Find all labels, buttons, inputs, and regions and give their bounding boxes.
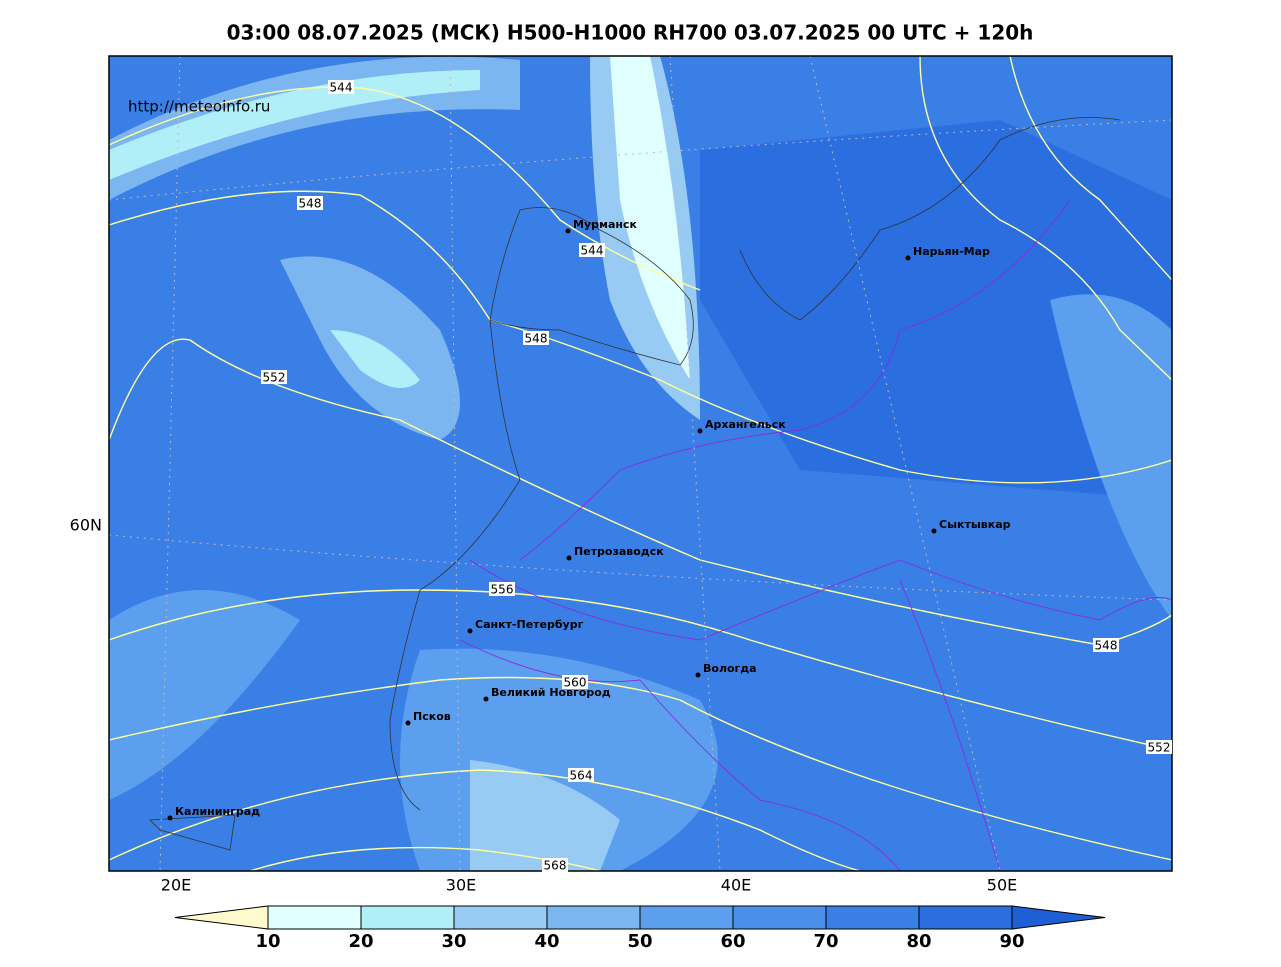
contour-label-bg [297,196,323,210]
city-dot [467,628,473,634]
colorbar: 10 20 30 40 50 60 70 80 90 [174,905,1106,952]
city-dot [483,696,489,702]
contour-labels: 544 544 548 548 552 556 560 564 568 548 552 [261,80,1172,873]
city-label: Санкт-Петербург [475,618,584,631]
contour-label-bg [523,331,549,345]
colorbar-tick-label: 90 [999,931,1024,952]
contour-label-bg [328,80,354,94]
city-label: Петрозаводск [574,545,664,558]
contour-label: 556 [491,583,514,597]
contour-label: 544 [330,81,353,95]
city-label: Сыктывкар [939,518,1011,531]
city-dot [695,672,701,678]
colorbar-segment [453,905,548,930]
city-dot [405,720,411,726]
colorbar-tick-label: 80 [906,931,931,952]
contour-label: 568 [544,859,567,873]
contour-label: 564 [570,769,593,783]
lon-label: 40E [721,876,751,895]
contour-label: 560 [564,676,587,690]
colorbar-tick-label: 70 [813,931,838,952]
colorbar-segment [918,905,1013,930]
city-label: Нарьян-Мар [913,245,990,258]
city-label: Псков [413,710,451,723]
contour-label-bg [579,243,605,257]
city-label: Вологда [703,662,757,675]
city-dot [566,555,572,561]
source-url: http://meteoinfo.ru [128,98,270,116]
city-dot [905,255,911,261]
colorbar-extend-low [174,905,269,930]
contour-label: 548 [1095,639,1118,653]
contour-label-bg [1093,638,1119,652]
map-frame [108,55,1173,872]
contour-label-bg [489,582,515,596]
colorbar-extend-high [1011,905,1106,930]
lon-label: 20E [161,876,191,895]
city-dot [167,815,173,821]
contour-label-bg [542,858,568,872]
city-label: Архангельск [705,418,786,431]
colorbar-tick-label: 30 [441,931,466,952]
colorbar-tick-label: 20 [348,931,373,952]
colorbar-tick-label: 40 [534,931,559,952]
city-label: Великий Новгород [491,686,611,699]
contour-label-bg [568,768,594,782]
city-label: Калининград [175,805,260,818]
contour-label: 548 [299,197,322,211]
colorbar-segment [360,905,455,930]
colorbar-segment [546,905,641,930]
city-dot [931,528,937,534]
axis-labels: 60N 20E 30E 40E 50E [70,516,1018,895]
lon-label: 30E [446,876,476,895]
colorbar-tick-label: 50 [627,931,652,952]
colorbar-tick-label: 10 [255,931,280,952]
city-dot [565,228,571,234]
cities: Мурманск Нарьян-Мар Архангельск Сыктывкар Пе… [167,218,1011,821]
colorbar-segment [267,905,362,930]
colorbar-segment [825,905,920,930]
city-dot [697,428,703,434]
colorbar-segment [732,905,827,930]
colorbar-segment [639,905,734,930]
contour-label-bg [261,370,287,384]
colorbar-tick-label: 60 [720,931,745,952]
city-label: Мурманск [573,218,638,231]
contour-label-bg [562,675,588,689]
contour-label: 552 [1148,741,1171,755]
contour-label: 552 [263,371,286,385]
lon-label: 50E [987,876,1017,895]
title: 03:00 08.07.2025 (МСК) H500-H1000 RH700 … [227,21,1034,45]
contour-label-bg [1146,740,1172,754]
contour-label: 548 [525,332,548,346]
map-field [109,56,1172,871]
contour-label: 544 [581,244,604,258]
lat-label: 60N [70,516,102,535]
